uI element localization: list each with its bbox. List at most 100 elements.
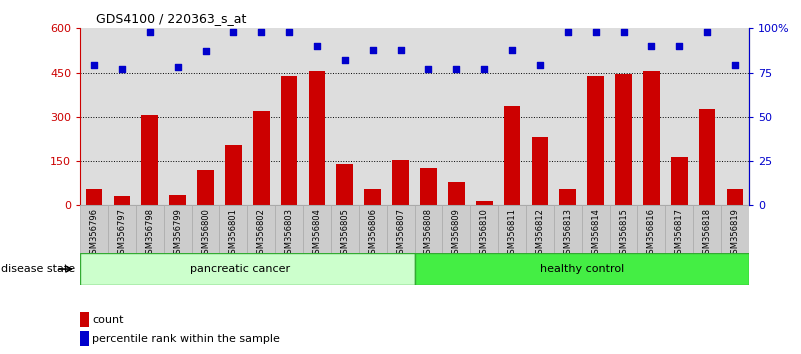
Bar bbox=[387, 205, 415, 253]
Text: GSM356798: GSM356798 bbox=[145, 208, 155, 259]
Bar bbox=[86, 189, 103, 205]
Bar bbox=[80, 205, 108, 253]
Text: count: count bbox=[92, 315, 123, 325]
Point bbox=[477, 66, 490, 72]
Point bbox=[673, 43, 686, 49]
Point bbox=[590, 29, 602, 35]
Bar bbox=[420, 169, 437, 205]
Bar bbox=[532, 137, 549, 205]
Bar bbox=[643, 71, 660, 205]
Bar bbox=[448, 182, 465, 205]
Bar bbox=[415, 253, 749, 285]
Bar bbox=[191, 205, 219, 253]
Text: GSM356813: GSM356813 bbox=[563, 208, 572, 259]
Text: GSM356812: GSM356812 bbox=[535, 208, 545, 258]
Text: GSM356797: GSM356797 bbox=[118, 208, 127, 259]
Text: GSM356801: GSM356801 bbox=[229, 208, 238, 258]
Text: GSM356807: GSM356807 bbox=[396, 208, 405, 259]
Point bbox=[422, 66, 435, 72]
Bar bbox=[615, 74, 632, 205]
Bar bbox=[727, 189, 743, 205]
Bar bbox=[248, 205, 276, 253]
Bar bbox=[136, 205, 163, 253]
Bar bbox=[666, 205, 693, 253]
Text: GSM356806: GSM356806 bbox=[368, 208, 377, 259]
Text: healthy control: healthy control bbox=[540, 264, 624, 274]
Bar bbox=[336, 164, 353, 205]
Bar bbox=[582, 205, 610, 253]
Text: GSM356799: GSM356799 bbox=[173, 208, 182, 258]
Point bbox=[199, 48, 212, 54]
Text: GSM356816: GSM356816 bbox=[647, 208, 656, 259]
Text: percentile rank within the sample: percentile rank within the sample bbox=[92, 334, 280, 344]
Point bbox=[311, 43, 324, 49]
Bar bbox=[331, 205, 359, 253]
Text: GSM356808: GSM356808 bbox=[424, 208, 433, 259]
Bar bbox=[163, 205, 191, 253]
Point bbox=[255, 29, 268, 35]
Point bbox=[115, 66, 128, 72]
Text: GSM356796: GSM356796 bbox=[90, 208, 99, 259]
Bar bbox=[276, 205, 303, 253]
Text: GSM356805: GSM356805 bbox=[340, 208, 349, 258]
Bar bbox=[142, 115, 158, 205]
Bar bbox=[504, 107, 521, 205]
Bar bbox=[498, 205, 526, 253]
Bar bbox=[169, 195, 186, 205]
Point bbox=[645, 43, 658, 49]
Text: GSM356814: GSM356814 bbox=[591, 208, 600, 258]
Point bbox=[143, 29, 156, 35]
Bar bbox=[693, 205, 721, 253]
Point bbox=[366, 47, 379, 52]
Bar bbox=[364, 189, 381, 205]
Text: GSM356818: GSM356818 bbox=[702, 208, 711, 259]
Bar bbox=[610, 205, 638, 253]
Bar bbox=[671, 156, 687, 205]
Bar bbox=[225, 145, 242, 205]
Text: GDS4100 / 220363_s_at: GDS4100 / 220363_s_at bbox=[96, 12, 247, 25]
Text: GSM356817: GSM356817 bbox=[674, 208, 684, 259]
Point bbox=[87, 63, 100, 68]
Text: GSM356811: GSM356811 bbox=[508, 208, 517, 258]
Bar bbox=[470, 205, 498, 253]
Bar bbox=[442, 205, 470, 253]
Point bbox=[171, 64, 184, 70]
Bar bbox=[80, 331, 89, 346]
Point bbox=[505, 47, 518, 52]
Bar bbox=[80, 253, 415, 285]
Bar bbox=[415, 205, 442, 253]
Bar bbox=[219, 205, 248, 253]
Point bbox=[701, 29, 714, 35]
Point bbox=[617, 29, 630, 35]
Point bbox=[394, 47, 407, 52]
Bar bbox=[392, 160, 409, 205]
Text: disease state: disease state bbox=[1, 264, 78, 274]
Bar bbox=[526, 205, 553, 253]
Bar bbox=[197, 170, 214, 205]
Text: GSM356810: GSM356810 bbox=[480, 208, 489, 258]
Text: GSM356800: GSM356800 bbox=[201, 208, 210, 258]
Bar bbox=[638, 205, 666, 253]
Point bbox=[283, 29, 296, 35]
Text: GSM356815: GSM356815 bbox=[619, 208, 628, 258]
Text: GSM356809: GSM356809 bbox=[452, 208, 461, 258]
Text: GSM356802: GSM356802 bbox=[257, 208, 266, 258]
Point bbox=[339, 57, 352, 63]
Point bbox=[450, 66, 463, 72]
Bar bbox=[303, 205, 331, 253]
Text: GSM356803: GSM356803 bbox=[284, 208, 294, 259]
Bar bbox=[280, 75, 297, 205]
Bar bbox=[553, 205, 582, 253]
Point bbox=[729, 63, 742, 68]
Bar bbox=[476, 201, 493, 205]
Text: pancreatic cancer: pancreatic cancer bbox=[191, 264, 291, 274]
Point bbox=[533, 63, 546, 68]
Text: GSM356804: GSM356804 bbox=[312, 208, 321, 258]
Bar bbox=[80, 312, 89, 327]
Bar bbox=[587, 75, 604, 205]
Bar bbox=[721, 205, 749, 253]
Bar bbox=[359, 205, 387, 253]
Bar bbox=[108, 205, 136, 253]
Bar bbox=[698, 109, 715, 205]
Point bbox=[562, 29, 574, 35]
